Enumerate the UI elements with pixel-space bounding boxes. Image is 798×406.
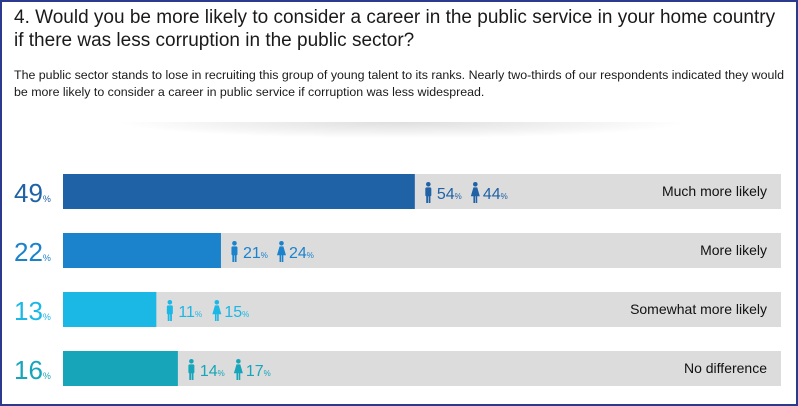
female-person-icon	[276, 241, 286, 262]
category-label: Somewhat more likely	[630, 301, 767, 317]
bar	[63, 174, 415, 209]
female-person-icon	[470, 182, 480, 203]
bar	[63, 351, 178, 386]
bar	[63, 233, 221, 268]
female-person-icon	[233, 359, 243, 380]
female-value-label: 24%	[289, 245, 314, 262]
bar-track	[63, 292, 781, 327]
divider-shadow	[122, 122, 682, 138]
male-value-label: 11%	[178, 304, 202, 321]
intro-text: The public sector stands to lose in recr…	[14, 68, 785, 99]
male-person-icon	[166, 300, 173, 321]
value-label: 49%	[14, 178, 51, 208]
male-person-icon	[188, 359, 195, 380]
male-person-icon	[425, 182, 432, 203]
bar-track	[63, 351, 781, 386]
male-value-label: 14%	[200, 363, 225, 380]
female-value-label: 15%	[224, 304, 249, 321]
female-value-label: 44%	[483, 186, 508, 203]
bar	[63, 292, 157, 327]
female-value-label: 17%	[246, 363, 271, 380]
value-label: 22%	[14, 237, 51, 267]
value-label: 16%	[14, 355, 51, 385]
category-label: Much more likely	[662, 183, 767, 199]
question-title: 4. Would you be more likely to consider …	[14, 7, 776, 51]
value-label: 13%	[14, 296, 51, 326]
category-label: More likely	[700, 242, 767, 258]
male-value-label: 21%	[243, 245, 268, 262]
female-person-icon	[212, 300, 222, 321]
category-label: No difference	[684, 360, 767, 376]
male-value-label: 54%	[437, 186, 462, 203]
male-person-icon	[231, 241, 238, 262]
